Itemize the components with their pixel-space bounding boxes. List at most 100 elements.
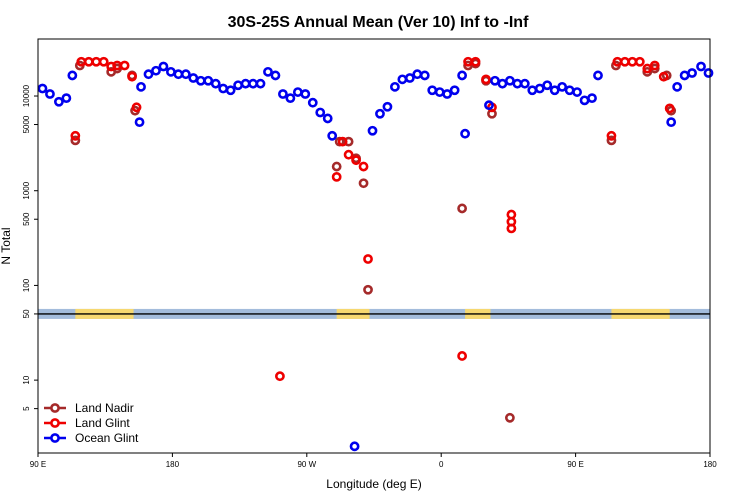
ocean-glint-point: [218, 83, 229, 94]
legend-label-ocean-glint: Ocean Glint: [75, 431, 139, 445]
ocean-glint-point: [703, 68, 714, 78]
ocean-glint-point: [527, 85, 538, 96]
ocean-glint-point: [285, 93, 296, 104]
ocean-glint-point: [158, 61, 169, 72]
land-glint-point: [481, 74, 491, 85]
x-tick-label: 90 E: [567, 460, 583, 469]
ocean-glint-point: [67, 70, 78, 81]
ocean-glint-point: [382, 101, 393, 112]
ocean-glint-point: [173, 69, 184, 80]
ocean-glint-point: [322, 113, 333, 124]
legend-label-land-nadir: Land Nadir: [75, 401, 134, 415]
land-glint-point: [506, 209, 517, 220]
ocean-glint-point: [300, 89, 311, 99]
ocean-glint-point: [504, 75, 515, 86]
land-glint-point: [275, 371, 285, 382]
y-tick-label: 10: [22, 375, 31, 384]
land-glint-point: [91, 56, 102, 67]
ocean-glint-point: [263, 66, 273, 77]
land-glint-point: [343, 149, 354, 160]
ocean-glint-point: [375, 108, 385, 119]
land-nadir-point: [504, 412, 515, 423]
ocean-glint-point: [579, 95, 590, 106]
ocean-glint-point: [327, 130, 338, 141]
ocean-glint-point: [457, 70, 468, 81]
ocean-glint-point: [255, 78, 266, 89]
ocean-glint-point: [307, 97, 318, 108]
land-glint-point: [627, 56, 638, 67]
x-axis-label: Longitude (deg E): [326, 477, 421, 491]
ocean-glint-point: [188, 73, 199, 83]
ocean-glint-point: [61, 93, 72, 104]
y-tick-label: 50: [22, 309, 31, 318]
ocean-glint-point: [240, 78, 251, 89]
ocean-glint-point: [460, 128, 470, 139]
land-glint-point: [83, 56, 94, 67]
y-tick-label: 10000: [22, 84, 31, 107]
chart-title: 30S-25S Annual Mean (Ver 10) Inf to -Inf: [228, 14, 529, 31]
land-nadir-point: [457, 203, 468, 214]
ocean-glint-point: [572, 87, 582, 97]
land-glint-point: [642, 63, 653, 74]
y-tick-label: 100: [22, 278, 31, 292]
ocean-glint-point: [404, 73, 415, 83]
ocean-glint-point: [195, 75, 206, 86]
ocean-glint-point: [45, 89, 55, 99]
land-glint-point: [634, 56, 645, 67]
legend-marker-land-glint: [50, 418, 60, 428]
ocean-glint-point: [390, 81, 400, 92]
x-tick-label: 0: [439, 460, 444, 469]
legend-label-land-glint: Land Glint: [75, 416, 130, 430]
ocean-glint-point: [449, 85, 460, 96]
land-nadir-point: [358, 178, 369, 189]
ocean-glint-point: [490, 75, 500, 86]
ocean-glint-point: [534, 83, 545, 94]
land-nadir-point: [363, 284, 373, 295]
ocean-glint-point: [54, 96, 64, 107]
ocean-glint-point: [427, 85, 438, 96]
ocean-glint-point: [225, 85, 236, 96]
ocean-glint-point: [203, 75, 214, 86]
ocean-glint-point: [666, 117, 677, 128]
ocean-glint-point: [564, 85, 575, 96]
land-glint-point: [131, 102, 142, 113]
ocean-glint-point: [292, 87, 303, 97]
ocean-glint-point: [434, 87, 445, 97]
ocean-glint-point: [484, 100, 494, 111]
land-glint-point: [119, 60, 130, 71]
ocean-glint-point: [397, 74, 408, 85]
x-tick-label: 180: [703, 460, 717, 469]
ocean-glint-point: [278, 89, 288, 99]
data-points: [37, 56, 714, 452]
land-glint-point: [658, 71, 669, 82]
land-glint-point: [331, 171, 342, 182]
ocean-glint-point: [367, 125, 378, 136]
x-tick-label: 90 E: [30, 460, 46, 469]
land-nadir-point: [606, 135, 617, 146]
ocean-glint-point: [557, 81, 568, 92]
ocean-glint-point: [419, 70, 430, 81]
land-glint-point: [470, 56, 481, 67]
y-axis: 5 10 50 100 500 1000 5000 10000: [22, 84, 38, 411]
x-tick-label: 180: [166, 460, 180, 469]
ocean-glint-point: [180, 69, 191, 80]
land-glint-point: [606, 130, 617, 141]
y-tick-label: 5: [22, 406, 31, 411]
ocean-glint-point: [687, 68, 697, 78]
ocean-glint-point: [210, 78, 221, 89]
ocean-glint-point: [166, 66, 176, 77]
land-glint-point: [664, 103, 675, 114]
ocean-glint-point: [519, 78, 530, 89]
ocean-glint-point: [37, 83, 48, 94]
land-glint-point: [70, 130, 81, 141]
land-glint-point: [358, 161, 369, 172]
ocean-glint-point: [315, 107, 326, 118]
y-tick-label: 500: [22, 212, 31, 226]
x-tick-label: 90 W: [297, 460, 316, 469]
ocean-glint-point: [442, 89, 453, 99]
ocean-glint-point: [134, 117, 145, 128]
plot-frame: [37, 38, 711, 454]
land-nadir-point: [331, 161, 342, 172]
ocean-glint-point: [672, 81, 683, 92]
